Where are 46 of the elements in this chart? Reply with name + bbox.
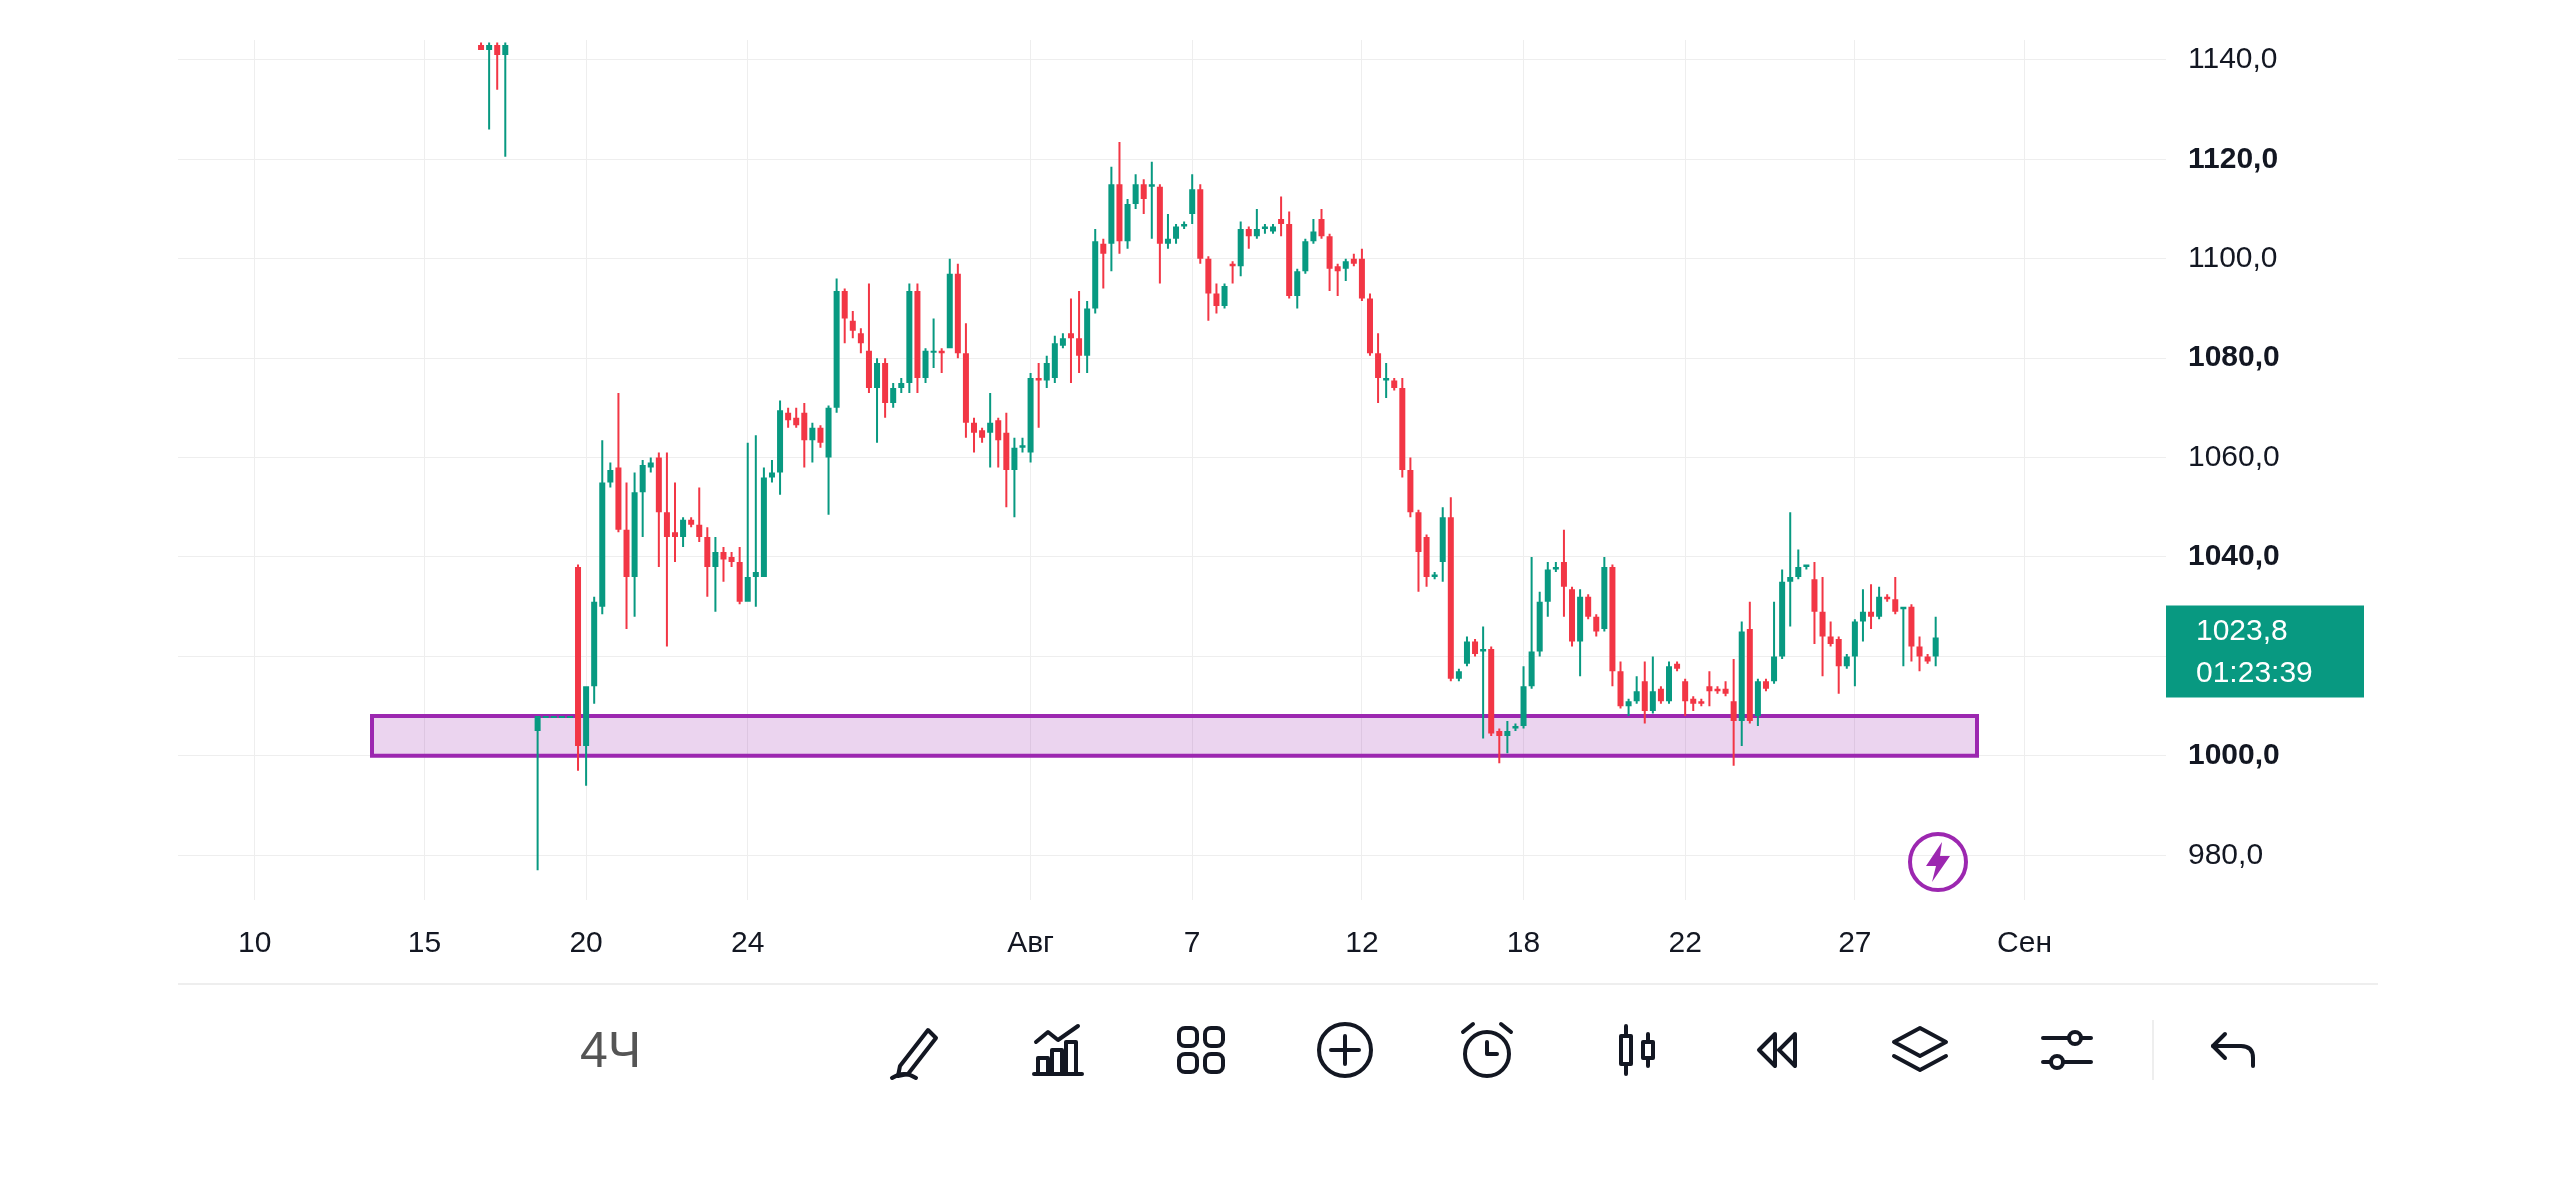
- candlestick: [752, 435, 759, 607]
- candlestick: [1383, 363, 1390, 398]
- x-tick-label: 18: [1506, 925, 1541, 959]
- candlestick: [744, 442, 751, 602]
- text: 01:23:39: [2196, 654, 2313, 688]
- text: 4Ч: [580, 1021, 642, 1080]
- x-tick-label: Сен: [1997, 925, 2053, 959]
- candlestick: [663, 452, 670, 647]
- candlestick: [1900, 606, 1907, 667]
- candlestick: [1067, 298, 1074, 384]
- x-tick-label: Авг: [1007, 925, 1055, 959]
- y-tick-label: 1100,0: [2188, 239, 2278, 273]
- y-tick-label: 1060,0: [2188, 438, 2280, 472]
- candlestick: [1164, 213, 1171, 249]
- candlestick: [1868, 584, 1875, 630]
- x-tick-label: 10: [238, 925, 272, 959]
- x-tick-label: 20: [569, 925, 603, 959]
- x-tick-label: 24: [731, 925, 765, 959]
- x-tick-label: 22: [1668, 925, 1702, 959]
- candlestick: [1148, 161, 1155, 239]
- x-tick-label: 15: [407, 925, 442, 959]
- candlestick: [987, 392, 994, 468]
- candlestick: [1019, 437, 1026, 453]
- y-tick-label: 1000,0: [2188, 737, 2280, 771]
- y-tick-label: 980,0: [2188, 836, 2264, 870]
- candlestick: [672, 482, 678, 562]
- candlestick: [1480, 626, 1487, 739]
- x-tick-label: 27: [1838, 925, 1872, 959]
- candlestick: [1787, 512, 1794, 627]
- y-tick-label: 1080,0: [2188, 339, 2280, 373]
- candlestick: [1278, 196, 1285, 237]
- candlestick: [486, 42, 493, 130]
- candlestick: [502, 42, 509, 157]
- candlestick: [534, 716, 541, 871]
- y-tick-label: 1040,0: [2188, 538, 2280, 572]
- y-tick-label: 1140,0: [2188, 41, 2278, 75]
- candlestick: [1261, 223, 1268, 234]
- text: 1023,8: [2196, 612, 2288, 646]
- candlestick: [1035, 363, 1042, 428]
- x-tick-label: 7: [1183, 925, 1201, 959]
- candlestick: [1496, 728, 1503, 764]
- candlestick: [1229, 261, 1236, 284]
- y-tick-label: 1120,0: [2188, 140, 2279, 174]
- x-tick-label: 12: [1345, 925, 1379, 959]
- candlestick: [930, 318, 937, 369]
- candlestick: [1706, 671, 1713, 707]
